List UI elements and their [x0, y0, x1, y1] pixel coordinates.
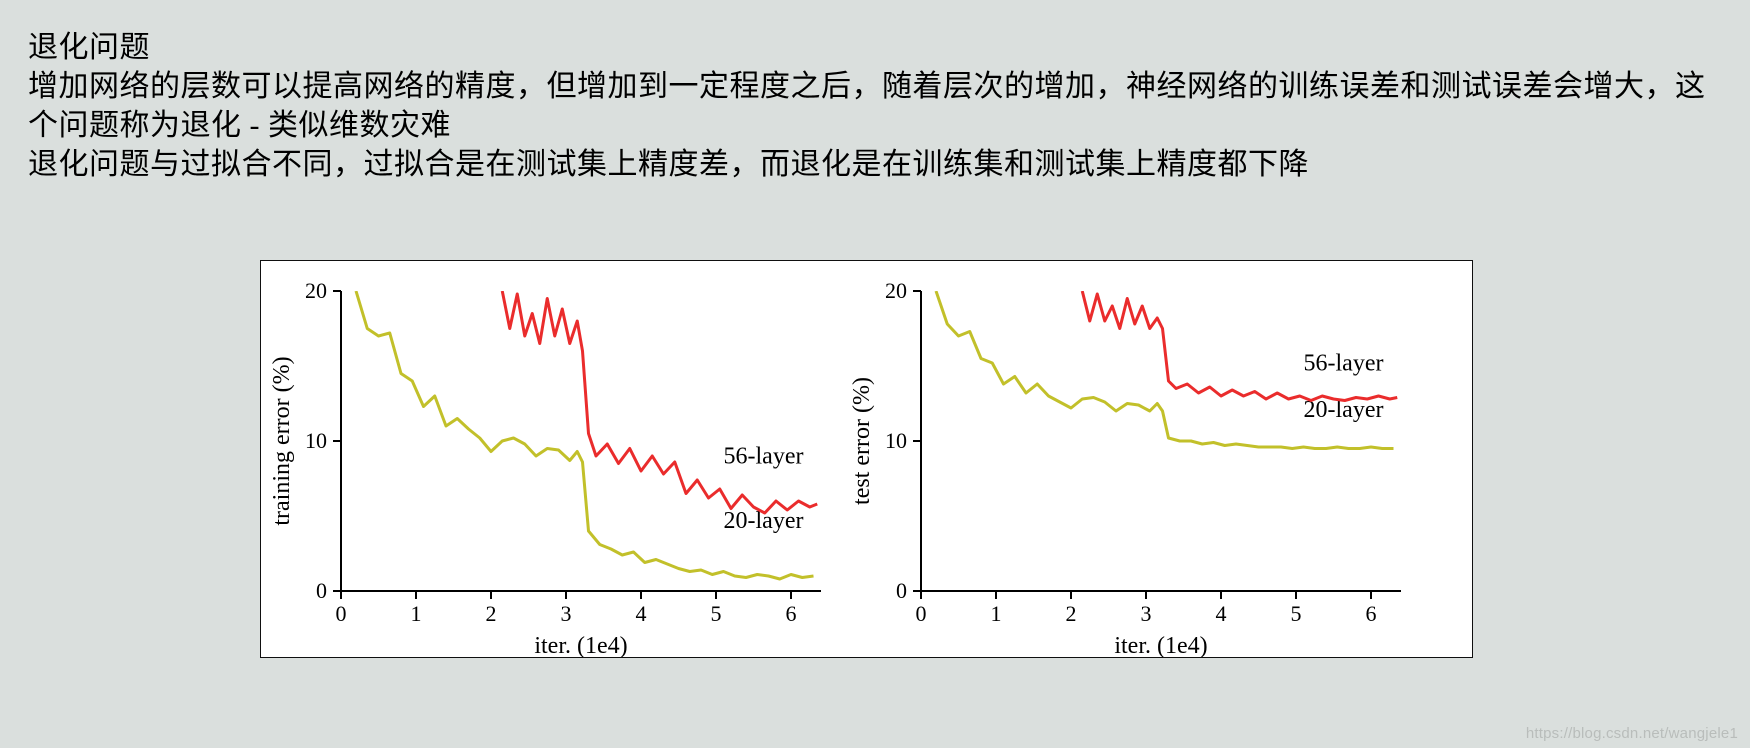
svg-text:10: 10 [885, 428, 907, 453]
paragraph-1: 增加网络的层数可以提高网络的精度，但增加到一定程度之后，随着层次的增加，神经网络… [28, 67, 1722, 145]
svg-text:3: 3 [1141, 601, 1152, 626]
svg-text:6: 6 [786, 601, 797, 626]
figure-svg: 012345601020iter. (1e4)training error (%… [261, 261, 1472, 657]
paragraph-2: 退化问题与过拟合不同，过拟合是在测试集上精度差，而退化是在训练集和测试集上精度都… [28, 145, 1722, 184]
title-line: 退化问题 [28, 28, 1722, 67]
svg-text:training error (%): training error (%) [269, 356, 295, 525]
svg-text:20: 20 [885, 278, 907, 303]
svg-text:10: 10 [305, 428, 327, 453]
svg-text:4: 4 [636, 601, 647, 626]
svg-text:iter. (1e4): iter. (1e4) [534, 633, 627, 657]
page-root: 退化问题 增加网络的层数可以提高网络的精度，但增加到一定程度之后，随着层次的增加… [0, 0, 1750, 748]
svg-text:0: 0 [896, 578, 907, 603]
figure-container: 012345601020iter. (1e4)training error (%… [260, 260, 1473, 658]
svg-text:5: 5 [1291, 601, 1302, 626]
svg-text:6: 6 [1366, 601, 1377, 626]
watermark-text: https://blog.csdn.net/wangjele1 [1526, 725, 1738, 742]
svg-text:test error (%): test error (%) [849, 377, 875, 505]
svg-text:1: 1 [991, 601, 1002, 626]
svg-text:3: 3 [561, 601, 572, 626]
svg-text:20: 20 [305, 278, 327, 303]
svg-text:56-layer: 56-layer [724, 444, 804, 470]
svg-text:5: 5 [711, 601, 722, 626]
svg-text:0: 0 [916, 601, 927, 626]
svg-text:1: 1 [411, 601, 422, 626]
svg-text:2: 2 [486, 601, 497, 626]
svg-text:2: 2 [1066, 601, 1077, 626]
intro-text: 退化问题 增加网络的层数可以提高网络的精度，但增加到一定程度之后，随着层次的增加… [28, 28, 1722, 184]
svg-text:0: 0 [316, 578, 327, 603]
svg-text:0: 0 [336, 601, 347, 626]
svg-text:4: 4 [1216, 601, 1227, 626]
svg-text:56-layer: 56-layer [1304, 351, 1384, 377]
svg-text:iter. (1e4): iter. (1e4) [1114, 633, 1207, 657]
